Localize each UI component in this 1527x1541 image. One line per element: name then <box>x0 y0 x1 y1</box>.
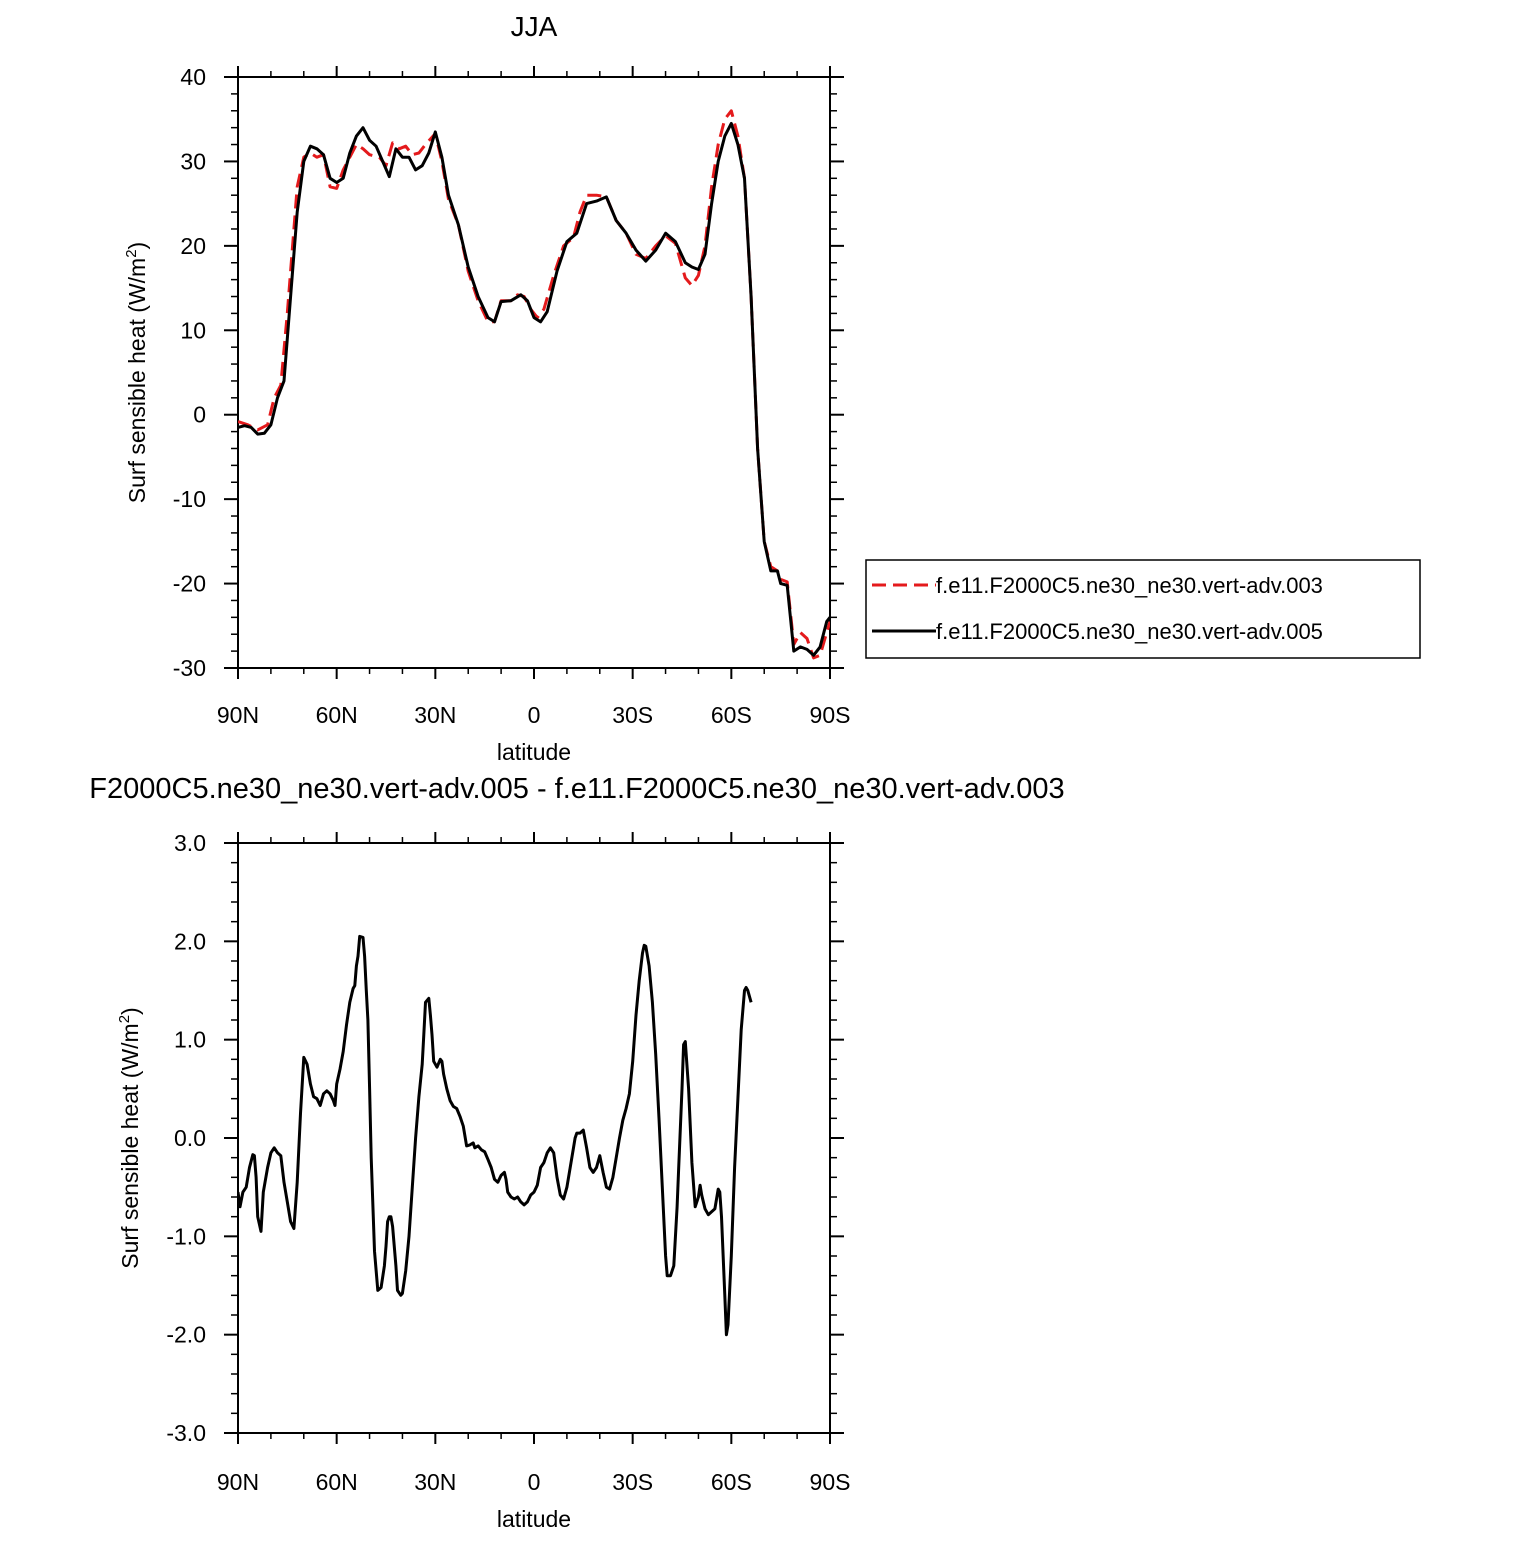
y-axis-label: Surf sensible heat (W/m2) <box>116 1007 143 1268</box>
y-tick-label: 0 <box>193 402 206 428</box>
x-tick-label: 30N <box>414 1469 456 1495</box>
y-tick-label: 1.0 <box>174 1027 206 1053</box>
x-tick-label: 60N <box>316 702 358 728</box>
series-line-0 <box>238 109 830 660</box>
legend-box <box>865 559 1421 659</box>
series-line-1 <box>238 121 830 657</box>
y-tick-label: 30 <box>180 148 206 174</box>
x-axis-label: latitude <box>497 1506 571 1532</box>
series-line-0 <box>238 934 753 1337</box>
y-axis-label: Surf sensible heat (W/m2) <box>123 242 150 503</box>
x-tick-label: 0 <box>528 1469 541 1495</box>
plot-frame <box>237 842 831 1434</box>
y-tick-label: -20 <box>173 571 206 597</box>
y-tick-label: -2.0 <box>166 1322 206 1348</box>
y-tick-label: 20 <box>180 233 206 259</box>
y-tick-label: 0.0 <box>174 1125 206 1151</box>
x-tick-label: 30N <box>414 702 456 728</box>
y-tick-label: -1.0 <box>166 1223 206 1249</box>
x-tick-label: 60S <box>711 1469 752 1495</box>
legend-label-1: f.e11.F2000C5.ne30_ne30.vert-adv.005 <box>936 619 1323 644</box>
x-tick-label: 30S <box>612 702 653 728</box>
bottom-chart: F2000C5.ne30_ne30.vert-adv.005 - f.e11.F… <box>89 773 1064 1532</box>
legend-label-0: f.e11.F2000C5.ne30_ne30.vert-adv.003 <box>936 573 1323 598</box>
y-tick-label: -10 <box>173 486 206 512</box>
x-tick-label: 90N <box>217 1469 259 1495</box>
y-tick-label: 10 <box>180 317 206 343</box>
x-tick-label: 90N <box>217 702 259 728</box>
chart-title: JJA <box>511 11 558 42</box>
y-tick-label: 3.0 <box>174 830 206 856</box>
x-tick-label: 60S <box>711 702 752 728</box>
x-tick-label: 60N <box>316 1469 358 1495</box>
y-tick-label: 2.0 <box>174 928 206 954</box>
y-tick-label: -3.0 <box>166 1420 206 1446</box>
y-tick-label: -30 <box>173 655 206 681</box>
x-axis-label: latitude <box>497 739 571 765</box>
x-tick-label: 90S <box>810 702 851 728</box>
x-tick-label: 0 <box>528 702 541 728</box>
top-chart: JJA 90N 60N 30N 0 30S 60S 90S -30 -20 -10 0 10 20 30 40… <box>123 11 1421 765</box>
x-tick-label: 90S <box>810 1469 851 1495</box>
y-tick-label: 40 <box>180 64 206 90</box>
x-tick-label: 30S <box>612 1469 653 1495</box>
chart-title: F2000C5.ne30_ne30.vert-adv.005 - f.e11.F… <box>89 773 1064 805</box>
